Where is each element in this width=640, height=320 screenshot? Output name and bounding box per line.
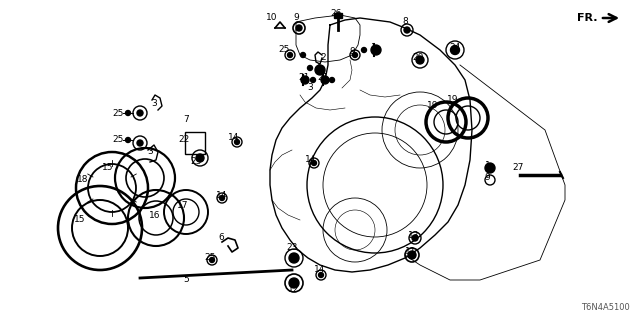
Text: T6N4A5100: T6N4A5100 [581,303,630,312]
Circle shape [209,258,214,262]
Text: 5: 5 [183,276,189,284]
Circle shape [404,27,410,33]
Text: 25: 25 [112,108,124,117]
Text: 16: 16 [149,211,161,220]
Text: 18: 18 [77,175,89,185]
Text: 26: 26 [330,9,342,18]
Text: 13: 13 [408,230,420,239]
Circle shape [196,154,204,162]
Text: 23: 23 [190,157,202,166]
Text: 25: 25 [278,45,290,54]
Text: 1: 1 [371,43,377,52]
Text: 3: 3 [151,99,157,108]
Circle shape [301,76,309,84]
Circle shape [408,251,416,259]
Circle shape [125,138,131,142]
Circle shape [307,66,312,70]
Text: 27: 27 [512,164,524,172]
Circle shape [485,163,495,173]
Circle shape [220,196,225,201]
Circle shape [312,161,317,165]
Text: 23: 23 [286,244,298,252]
Circle shape [287,52,292,58]
Text: 9: 9 [293,13,299,22]
Circle shape [301,52,305,58]
Circle shape [321,76,329,84]
Circle shape [319,273,323,277]
Text: 21: 21 [298,73,310,82]
Text: 7: 7 [183,116,189,124]
Text: 20: 20 [412,52,424,61]
Text: 6: 6 [218,234,224,243]
Circle shape [137,110,143,116]
Text: 11: 11 [405,247,417,257]
Circle shape [451,45,460,54]
Text: 3: 3 [307,84,313,92]
Text: 14: 14 [216,190,228,199]
Circle shape [362,47,367,52]
Text: 14: 14 [305,156,317,164]
Text: 25: 25 [112,135,124,145]
Text: 15: 15 [74,215,86,225]
Circle shape [310,77,316,83]
Text: 9: 9 [349,47,355,57]
Text: FR.: FR. [577,13,597,23]
Circle shape [289,278,299,288]
Circle shape [412,235,418,241]
Text: 22: 22 [179,135,189,145]
Circle shape [416,56,424,64]
Text: 8: 8 [402,18,408,27]
Text: 15: 15 [102,164,114,172]
Text: 25: 25 [204,252,216,261]
Text: 14: 14 [314,266,326,275]
Text: 1: 1 [485,161,491,170]
Circle shape [289,253,299,263]
Text: 14: 14 [228,133,240,142]
Text: 19: 19 [428,100,439,109]
Circle shape [296,25,302,31]
Bar [185,132,205,154]
Text: 12: 12 [288,285,300,294]
Text: 10: 10 [266,13,278,22]
Text: 4: 4 [315,62,321,71]
Circle shape [353,52,358,58]
Circle shape [234,140,239,145]
Circle shape [315,65,325,75]
Text: 9: 9 [484,172,490,181]
Circle shape [330,77,335,83]
Text: 19: 19 [447,95,459,105]
Text: 24: 24 [449,44,461,52]
Circle shape [125,110,131,116]
Circle shape [371,45,381,55]
Text: 3: 3 [147,148,153,156]
Text: 2: 2 [320,52,326,61]
Bar [334,13,342,18]
Text: 17: 17 [177,201,189,210]
Text: 21: 21 [317,73,329,82]
Circle shape [137,140,143,146]
